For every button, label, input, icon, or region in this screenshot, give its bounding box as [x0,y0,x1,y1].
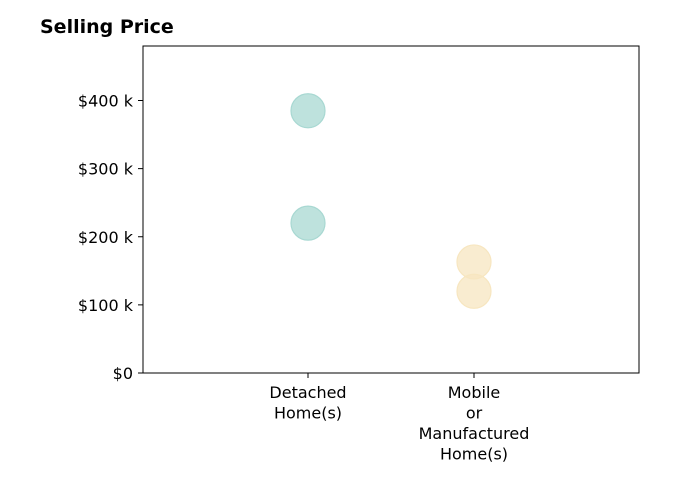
x-tick-label: or [466,404,483,423]
y-tick-label: $0 [113,364,133,383]
x-tick-label: Mobile [448,383,500,402]
y-tick-label: $400 k [78,92,134,111]
plot-frame [142,45,640,374]
y-axis: $0 $100 k $200 k $300 k $400 k [78,92,143,383]
data-point [290,205,326,241]
x-tick-label: Home(s) [440,445,508,464]
y-tick-label: $300 k [78,160,134,179]
data-points [290,93,492,309]
data-point [290,93,326,129]
data-point [456,273,492,309]
x-tick-label: Detached [269,383,346,402]
x-tick-label: Home(s) [274,404,342,423]
x-tick-label: Manufactured [419,424,530,443]
y-tick-label: $100 k [78,296,134,315]
chart-title: Selling Price [40,16,174,38]
y-tick-label: $200 k [78,228,134,247]
